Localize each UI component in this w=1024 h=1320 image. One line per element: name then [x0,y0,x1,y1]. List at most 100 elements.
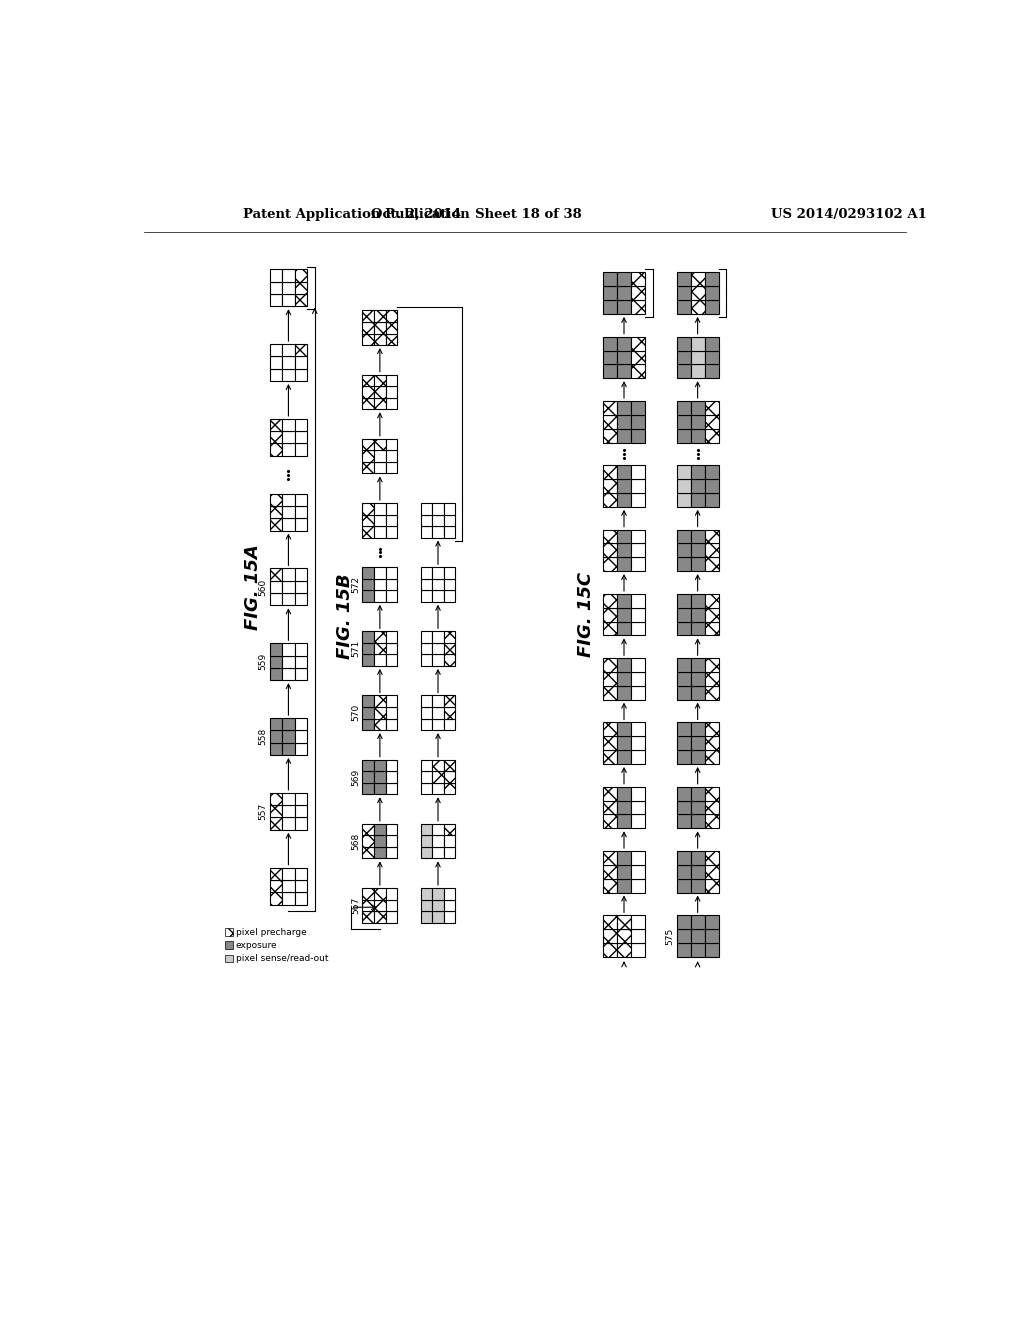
Bar [386,847,397,858]
Bar [432,590,443,602]
Bar [432,515,443,527]
Bar [386,836,397,847]
Bar [270,805,283,817]
Bar [690,544,705,557]
Bar [295,418,307,432]
Bar [631,622,645,635]
Bar [362,911,374,923]
Bar [270,718,283,730]
Bar [690,414,705,429]
Bar [603,544,617,557]
Bar [374,888,386,899]
Bar [690,800,705,814]
Bar [270,269,283,281]
Bar [283,519,295,531]
Bar [270,656,283,668]
Bar [270,368,283,381]
Bar [443,759,456,771]
Bar [432,696,443,708]
Bar [443,847,456,858]
Text: 567: 567 [351,896,360,913]
Bar [374,578,386,590]
Bar [705,401,719,414]
Bar [432,631,443,643]
Bar [677,722,690,737]
Text: FIG. 15B: FIG. 15B [337,574,354,660]
Bar [270,880,283,892]
Bar [677,529,690,544]
Bar [690,750,705,764]
Bar [705,851,719,865]
Bar [443,568,456,578]
Bar [374,450,386,462]
Bar [225,954,232,962]
Bar [432,836,443,847]
Bar [443,503,456,515]
Bar [617,737,631,750]
Bar [295,793,307,805]
Bar [421,888,432,899]
Bar [603,686,617,700]
Text: FIG. 15A: FIG. 15A [244,544,262,630]
Bar [677,414,690,429]
Bar [386,899,397,911]
Bar [631,529,645,544]
Bar [386,310,397,322]
Bar [374,397,386,409]
Bar [295,817,307,830]
Text: 572: 572 [351,576,360,593]
Bar [677,300,690,314]
Bar [295,444,307,455]
Bar [617,529,631,544]
Bar [443,578,456,590]
Bar [677,915,690,929]
Bar [270,867,283,880]
Bar [283,356,295,368]
Bar [603,737,617,750]
Bar [386,387,397,397]
Bar [443,708,456,718]
Bar [631,722,645,737]
Bar [270,345,283,356]
Bar [617,594,631,607]
Bar [690,737,705,750]
Bar [617,544,631,557]
Bar [677,750,690,764]
Bar [617,272,631,286]
Bar [283,743,295,755]
Bar [421,771,432,783]
Bar [690,814,705,829]
Bar [705,787,719,800]
Bar [374,310,386,322]
Bar [705,722,719,737]
Bar [690,479,705,492]
Bar [421,911,432,923]
Bar [617,865,631,879]
Bar [617,465,631,479]
Bar [362,759,374,771]
Bar [295,345,307,356]
Bar [432,568,443,578]
Bar [283,593,295,606]
Bar [295,880,307,892]
Text: 571: 571 [351,640,360,657]
Bar [374,696,386,708]
Bar [421,783,432,795]
Bar [690,429,705,442]
Bar [677,272,690,286]
Bar [705,272,719,286]
Bar [705,800,719,814]
Bar [603,622,617,635]
Bar [617,750,631,764]
Bar [690,401,705,414]
Bar [677,465,690,479]
Bar [270,593,283,606]
Bar [705,414,719,429]
Text: 559: 559 [258,653,267,671]
Bar [374,322,386,334]
Bar [677,879,690,892]
Bar [283,793,295,805]
Bar [617,479,631,492]
Bar [705,915,719,929]
Bar [362,631,374,643]
